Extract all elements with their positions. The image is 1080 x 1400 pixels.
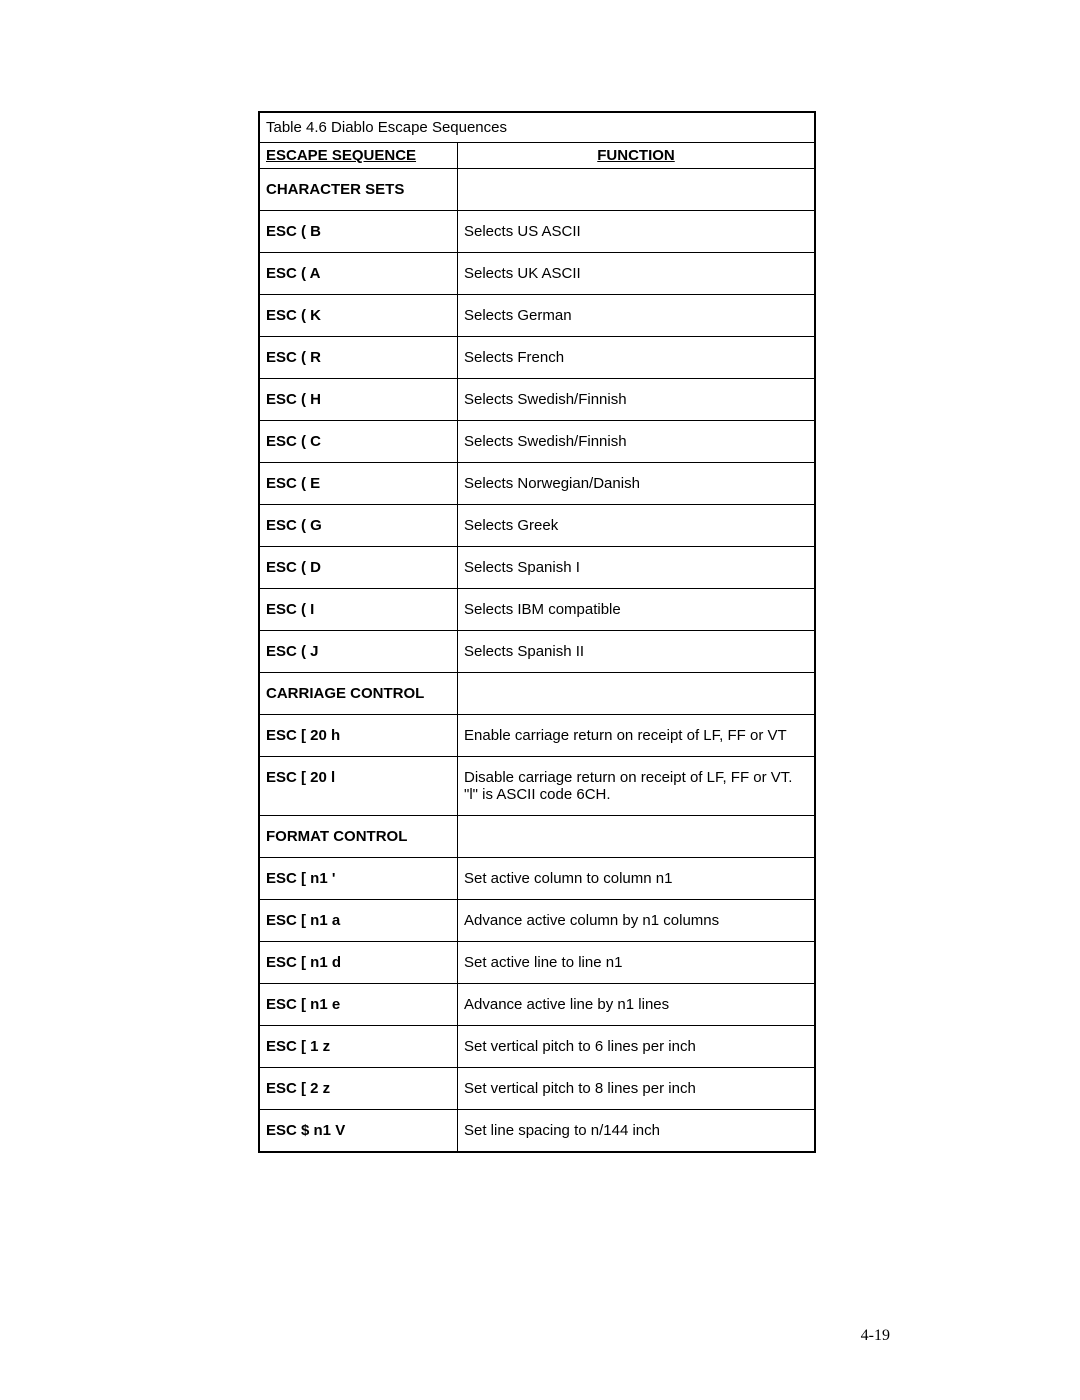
cell-escape-sequence: ESC $ n1 V <box>260 1110 458 1151</box>
cell-function: Selects German <box>458 295 814 336</box>
cell-function: Selects UK ASCII <box>458 253 814 294</box>
cell-escape-sequence: ESC ( C <box>260 421 458 462</box>
cell-escape-sequence: CHARACTER SETS <box>260 169 458 210</box>
table-row: ESC [ 1 zSet vertical pitch to 6 lines p… <box>260 1026 814 1068</box>
cell-escape-sequence: ESC ( R <box>260 337 458 378</box>
cell-escape-sequence: ESC [ 1 z <box>260 1026 458 1067</box>
cell-escape-sequence: ESC [ 20 l <box>260 757 458 815</box>
cell-function: Selects US ASCII <box>458 211 814 252</box>
cell-function <box>458 816 814 857</box>
header-escape-sequence: ESCAPE SEQUENCE <box>260 143 458 168</box>
escape-sequences-table: Table 4.6 Diablo Escape Sequences ESCAPE… <box>258 111 816 1153</box>
cell-escape-sequence: ESC [ n1 a <box>260 900 458 941</box>
table-title: Table 4.6 Diablo Escape Sequences <box>260 113 814 143</box>
cell-function: Advance active line by n1 lines <box>458 984 814 1025</box>
table-header-row: ESCAPE SEQUENCE FUNCTION <box>260 143 814 169</box>
cell-escape-sequence: ESC ( B <box>260 211 458 252</box>
cell-function: Set vertical pitch to 6 lines per inch <box>458 1026 814 1067</box>
table-row: ESC ( RSelects French <box>260 337 814 379</box>
table-row: ESC ( GSelects Greek <box>260 505 814 547</box>
cell-function: Disable carriage return on receipt of LF… <box>458 757 814 815</box>
cell-function: Selects Norwegian/Danish <box>458 463 814 504</box>
cell-function: Enable carriage return on receipt of LF,… <box>458 715 814 756</box>
cell-escape-sequence: ESC ( K <box>260 295 458 336</box>
cell-function: Selects Spanish II <box>458 631 814 672</box>
cell-function: Selects Spanish I <box>458 547 814 588</box>
table-row: FORMAT CONTROL <box>260 816 814 858</box>
cell-escape-sequence: ESC ( H <box>260 379 458 420</box>
cell-escape-sequence: ESC ( G <box>260 505 458 546</box>
cell-function: Set active line to line n1 <box>458 942 814 983</box>
cell-function: Selects Swedish/Finnish <box>458 379 814 420</box>
table-row: ESC [ 2 zSet vertical pitch to 8 lines p… <box>260 1068 814 1110</box>
table-row: ESC ( JSelects Spanish II <box>260 631 814 673</box>
table-row: ESC ( ESelects Norwegian/Danish <box>260 463 814 505</box>
cell-escape-sequence: ESC ( J <box>260 631 458 672</box>
cell-function: Advance active column by n1 columns <box>458 900 814 941</box>
table-row: ESC ( HSelects Swedish/Finnish <box>260 379 814 421</box>
cell-function: Selects Greek <box>458 505 814 546</box>
table-row: ESC $ n1 VSet line spacing to n/144 inch <box>260 1110 814 1151</box>
cell-escape-sequence: ESC [ n1 e <box>260 984 458 1025</box>
cell-function <box>458 673 814 714</box>
cell-escape-sequence: ESC ( D <box>260 547 458 588</box>
table-row: CHARACTER SETS <box>260 169 814 211</box>
cell-escape-sequence: ESC [ n1 d <box>260 942 458 983</box>
cell-escape-sequence: ESC ( E <box>260 463 458 504</box>
cell-escape-sequence: ESC ( I <box>260 589 458 630</box>
cell-escape-sequence: FORMAT CONTROL <box>260 816 458 857</box>
table-row: ESC ( ASelects UK ASCII <box>260 253 814 295</box>
document-page: Table 4.6 Diablo Escape Sequences ESCAPE… <box>0 0 1080 1400</box>
cell-escape-sequence: CARRIAGE CONTROL <box>260 673 458 714</box>
table-row: ESC [ 20 hEnable carriage return on rece… <box>260 715 814 757</box>
cell-escape-sequence: ESC [ 2 z <box>260 1068 458 1109</box>
table-row: ESC ( ISelects IBM compatible <box>260 589 814 631</box>
cell-escape-sequence: ESC [ n1 ' <box>260 858 458 899</box>
table-row: ESC [ n1 'Set active column to column n1 <box>260 858 814 900</box>
cell-escape-sequence: ESC ( A <box>260 253 458 294</box>
cell-escape-sequence: ESC [ 20 h <box>260 715 458 756</box>
table-row: ESC ( KSelects German <box>260 295 814 337</box>
table-row: ESC [ n1 aAdvance active column by n1 co… <box>260 900 814 942</box>
cell-function: Set line spacing to n/144 inch <box>458 1110 814 1151</box>
cell-function: Selects Swedish/Finnish <box>458 421 814 462</box>
page-number: 4-19 <box>861 1327 890 1345</box>
cell-function: Set vertical pitch to 8 lines per inch <box>458 1068 814 1109</box>
table-row: ESC [ n1 eAdvance active line by n1 line… <box>260 984 814 1026</box>
cell-function: Selects IBM compatible <box>458 589 814 630</box>
table-row: ESC [ n1 dSet active line to line n1 <box>260 942 814 984</box>
table-row: ESC ( CSelects Swedish/Finnish <box>260 421 814 463</box>
table-row: ESC ( BSelects US ASCII <box>260 211 814 253</box>
table-row: ESC [ 20 lDisable carriage return on rec… <box>260 757 814 816</box>
cell-function: Set active column to column n1 <box>458 858 814 899</box>
table-body: CHARACTER SETSESC ( BSelects US ASCIIESC… <box>260 169 814 1151</box>
cell-function: Selects French <box>458 337 814 378</box>
table-row: ESC ( DSelects Spanish I <box>260 547 814 589</box>
table-row: CARRIAGE CONTROL <box>260 673 814 715</box>
header-function: FUNCTION <box>458 143 814 168</box>
cell-function <box>458 169 814 210</box>
